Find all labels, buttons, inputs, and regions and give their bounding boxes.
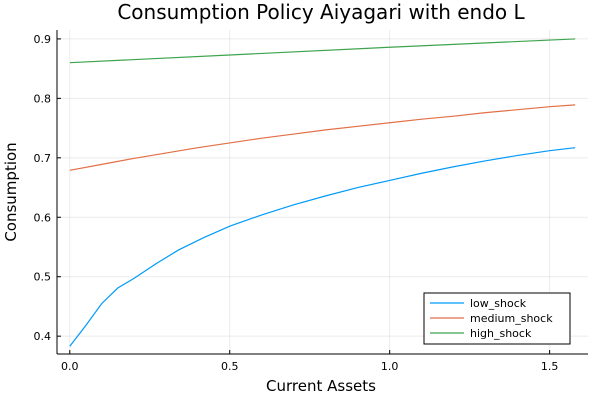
grid — [57, 30, 588, 354]
chart-title: Consumption Policy Aiyagari with endo L — [117, 0, 525, 24]
series-line-low-shock — [69, 147, 576, 347]
y-tick-label: 0.8 — [34, 92, 52, 105]
series-line-medium-shock — [69, 104, 576, 171]
y-tick-label: 0.6 — [34, 211, 52, 224]
series-line-high-shock — [69, 38, 576, 64]
x-tick-label: 1.5 — [541, 360, 559, 373]
legend-label: medium_shock — [470, 312, 553, 325]
y-tick-label: 0.5 — [34, 271, 52, 284]
x-tick-label: 1.0 — [381, 360, 399, 373]
y-tick-label: 0.7 — [34, 152, 52, 165]
y-tick-label: 0.4 — [34, 330, 52, 343]
legend-label: low_shock — [470, 297, 527, 310]
series-lines — [69, 38, 576, 347]
x-axis-label: Current Assets — [266, 377, 376, 395]
legend: low_shock medium_shock high_shock — [423, 292, 571, 345]
x-tick-label: 0.0 — [61, 360, 79, 373]
tick-labels: 0.0 0.5 1.0 1.5 0.4 0.5 0.6 0.7 0.8 0.9 — [34, 33, 559, 373]
x-tick-label: 0.5 — [221, 360, 239, 373]
y-tick-label: 0.9 — [34, 33, 52, 46]
legend-label: high_shock — [470, 327, 532, 340]
y-axis-label: Consumption — [2, 142, 20, 241]
axes — [56, 30, 588, 355]
